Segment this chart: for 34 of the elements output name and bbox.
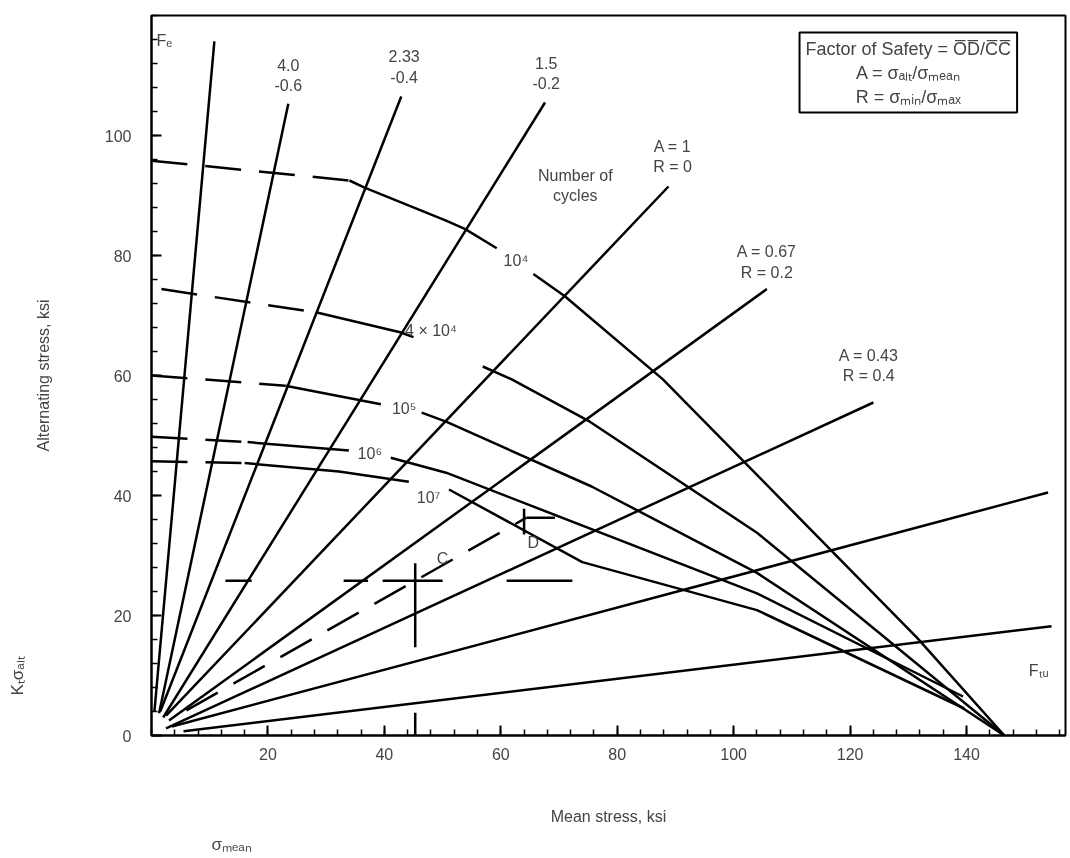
x-tick-label: 100	[720, 745, 748, 763]
annotation: A = 0.67 R = 0.2	[736, 243, 797, 281]
x-axis-title: Mean stress, ksi	[550, 807, 667, 825]
x-tick-label: 80	[608, 745, 627, 763]
text: Kₜσₐₗₜ	[7, 656, 27, 696]
y-tick-label: 20	[113, 607, 132, 625]
y-tick-label: 60	[113, 367, 132, 385]
x-tick-label: 40	[375, 745, 394, 763]
y-tick-label: 100	[104, 127, 132, 145]
annotation: D	[527, 533, 540, 551]
annotation: Number of cycles	[537, 166, 614, 204]
x-tick-label: 120	[836, 745, 864, 763]
x-tick-label: 140	[953, 745, 980, 763]
annotation: C	[436, 550, 449, 567]
x-tick-label: 60	[491, 745, 510, 763]
text: σₘₑₐₙ	[211, 834, 252, 854]
annotation: Fₜᵤ	[1028, 662, 1049, 680]
annotation: Fₑ	[156, 32, 173, 50]
x-tick-label: 20	[259, 745, 277, 763]
annotation: 10⁴	[503, 251, 529, 269]
annotation: 4.0 -0.6	[274, 56, 303, 95]
y-tick-label: 0	[122, 727, 132, 745]
annotation: 10⁵	[391, 400, 417, 417]
annotation: 10⁶	[357, 445, 383, 462]
y-axis-title: Alternating stress, ksi	[34, 299, 52, 452]
y-tick-label: 80	[113, 247, 132, 265]
annotation: 10⁷	[416, 489, 441, 507]
y-tick-label: 40	[113, 487, 132, 505]
annotation: 2.33 -0.4	[388, 48, 420, 86]
annotation: 1.5 -0.2	[532, 55, 561, 93]
annotation: Factor of Safety = O̅D̅/C̅C̅ A = σₐₗₜ/σₘₑₐₙ R = σₘᵢₙ/σₘₐₓ	[805, 38, 1012, 107]
annotation: 4 × 10⁴	[405, 322, 457, 339]
annotation: A = 0.43 R = 0.4	[838, 346, 898, 384]
annotation: A = 1 R = 0	[653, 137, 692, 176]
